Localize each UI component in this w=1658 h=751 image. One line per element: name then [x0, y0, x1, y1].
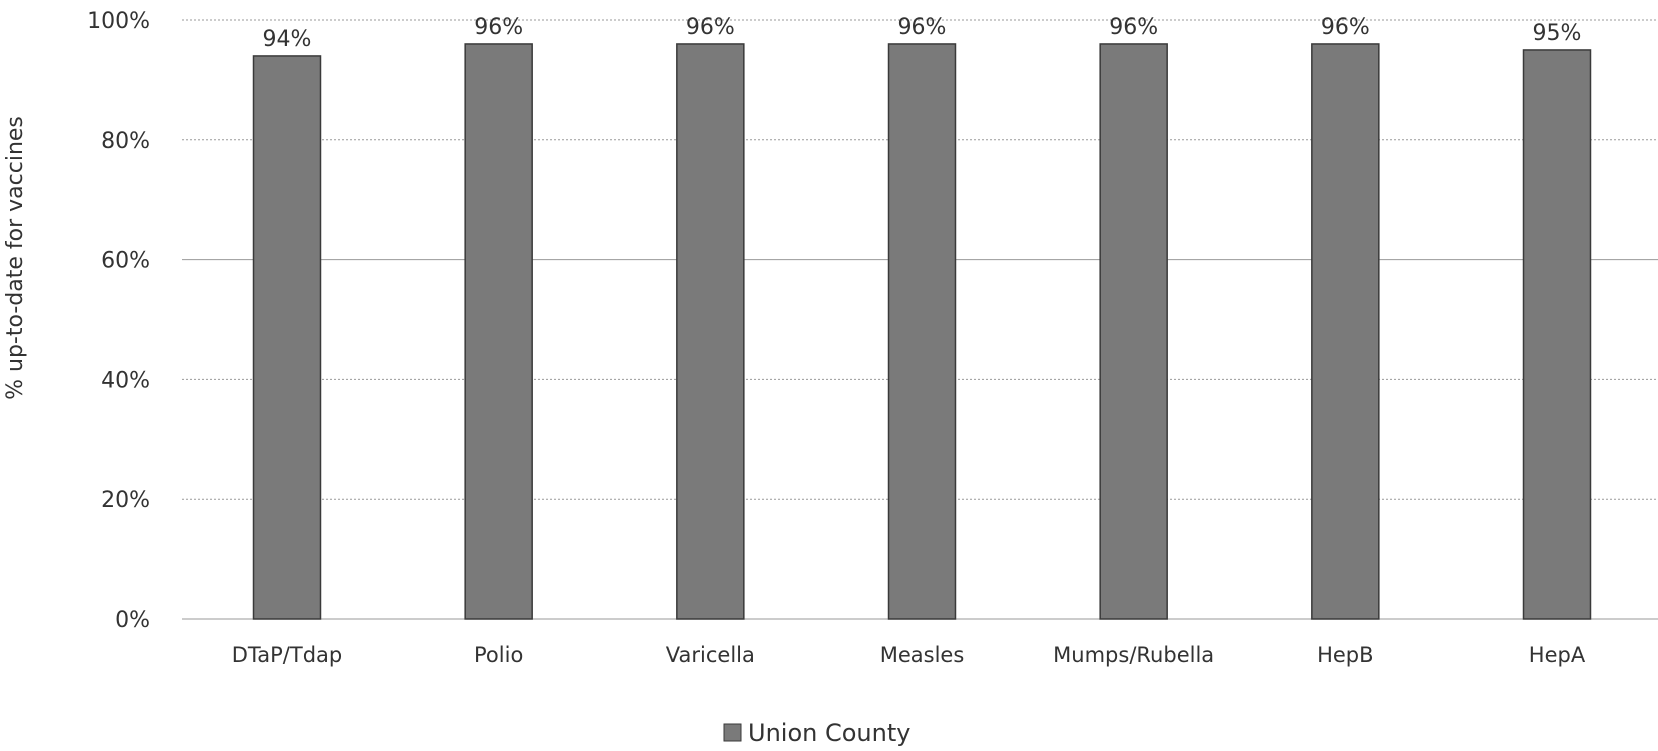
x-category-label: HepA [1529, 643, 1586, 667]
x-category-label: DTaP/Tdap [232, 643, 343, 667]
data-labels: 94% 96% 96% 96% 96% 96% 95% [263, 15, 1582, 52]
bar [1311, 43, 1380, 620]
y-tick-label: 60% [101, 249, 150, 274]
data-label: 96% [474, 15, 523, 40]
bar [887, 43, 957, 620]
bar [1522, 49, 1592, 620]
data-label: 94% [263, 27, 312, 52]
legend-swatch [723, 723, 742, 742]
legend-label: Union County [748, 719, 910, 747]
bar [464, 43, 533, 620]
bars [252, 43, 1592, 620]
y-tick-label: 100% [87, 9, 150, 34]
y-tick-label: 20% [101, 488, 150, 513]
bar [676, 43, 745, 620]
data-label: 96% [898, 15, 947, 40]
data-label: 96% [686, 15, 735, 40]
data-label: 96% [1109, 15, 1158, 40]
x-category-label: Mumps/Rubella [1053, 643, 1214, 667]
y-axis-ticks: 0% 20% 40% 60% 80% 100% [87, 9, 150, 633]
legend: Union County [723, 719, 910, 747]
y-tick-label: 80% [101, 129, 150, 154]
x-axis-categories: DTaP/Tdap Polio Varicella Measles Mumps/Rube… [232, 643, 1586, 667]
x-category-label: Polio [474, 643, 523, 667]
bar [1099, 43, 1168, 620]
data-label: 95% [1533, 21, 1582, 46]
y-axis-title: % up-to-date for vaccines [3, 116, 28, 400]
data-label: 96% [1321, 15, 1370, 40]
x-category-label: HepB [1317, 643, 1373, 667]
x-category-label: Measles [880, 643, 965, 667]
y-tick-label: 40% [101, 368, 150, 393]
y-tick-label: 0% [115, 608, 150, 633]
bar [252, 55, 322, 620]
x-category-label: Varicella [666, 643, 755, 667]
